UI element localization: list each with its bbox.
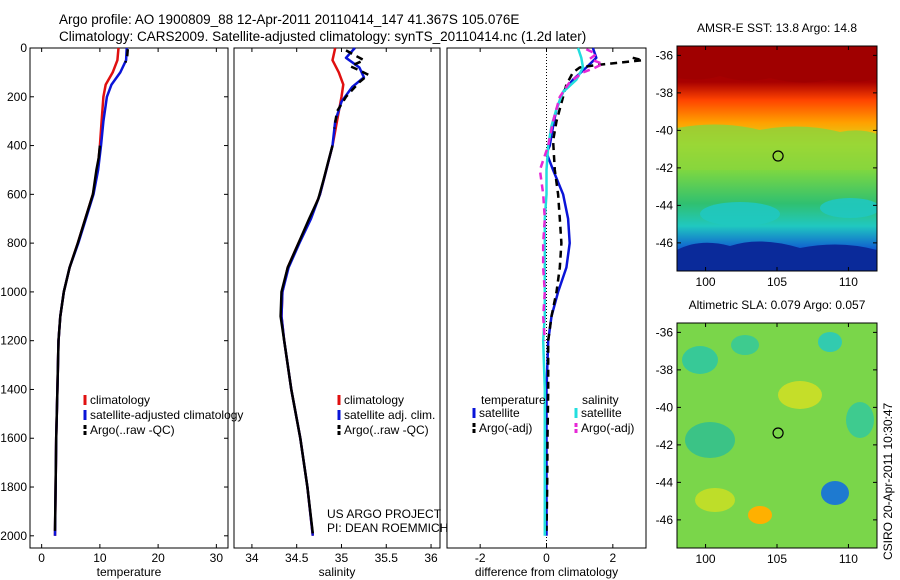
series-line-argo-raw-qc- — [333, 49, 370, 129]
legend-entry-label: Argo(..raw -QC) — [90, 423, 175, 437]
y-tick-label: -38 — [656, 86, 674, 100]
y-tick-label: -46 — [656, 513, 674, 527]
x-tick-label: 100 — [696, 275, 716, 289]
y-tick-label: -44 — [656, 475, 674, 489]
series-line-satellite-adjusted-climatology — [53, 47, 128, 536]
x-axis-label: temperature — [97, 565, 162, 579]
y-tick-label: 1000 — [0, 285, 27, 299]
x-tick-label: 20 — [151, 551, 165, 565]
argo-location-marker — [772, 427, 784, 439]
x-tick-label: 100 — [696, 552, 716, 566]
annotation-text: PI: DEAN ROEMMICH — [327, 521, 448, 535]
map-title: Altimetric SLA: 0.079 Argo: 0.057 — [689, 298, 866, 312]
legend-entry-label: climatology — [90, 393, 150, 407]
series-line-argo-adj- — [538, 48, 605, 341]
series-line-argo-adj- — [545, 56, 644, 531]
y-tick-label: 1600 — [0, 431, 27, 445]
y-tick-label: 0 — [20, 41, 27, 55]
y-tick-label: 800 — [7, 236, 27, 250]
legend-entry-label: satellite-adjusted climatology — [90, 408, 243, 422]
y-tick-label: 600 — [7, 187, 27, 201]
x-tick-label: 30 — [210, 551, 224, 565]
x-tick-label: 35 — [335, 551, 349, 565]
series-line-argo-raw-qc- — [124, 49, 130, 63]
x-axis-label: difference from climatology — [475, 565, 618, 579]
y-tick-label: 1200 — [0, 334, 27, 348]
x-tick-label: 110 — [839, 552, 858, 566]
x-axis-label: salinity — [319, 565, 356, 579]
y-tick-label: -44 — [656, 198, 674, 212]
y-tick-label: 1400 — [0, 382, 27, 396]
legend-entry-label: Argo(-adj) — [479, 421, 532, 435]
sla-map-panel: Altimetric SLA: 0.079 Argo: 0.057 100 105 1… — [656, 298, 878, 566]
y-tick-label: -42 — [656, 161, 674, 175]
figure-title-line-1: Argo profile: AO 1900809_88 12-Apr-2011 … — [59, 12, 520, 27]
y-tick-label: 1800 — [0, 480, 27, 494]
legend-entry-label: satellite adj. clim. — [344, 408, 435, 422]
y-tick-label: -40 — [656, 123, 674, 137]
y-tick-label: -38 — [656, 363, 674, 377]
salinity-panel: 34 34.5 35 35.5 36 salinity climatologysatelli… — [233, 47, 448, 579]
y-tick-label: 400 — [7, 139, 27, 153]
sst-heatmap-image — [677, 46, 877, 271]
x-tick-label: 0 — [38, 551, 45, 565]
y-tick-label: 2000 — [0, 529, 27, 543]
legend-entry-label: satellite — [479, 406, 520, 420]
x-tick-label: 105 — [767, 552, 787, 566]
sst-map-panel: AMSR-E SST: 13.8 Argo: 14.8 100 105 110 -36 -… — [656, 21, 878, 289]
y-tick-label: -46 — [656, 236, 674, 250]
x-tick-label: -2 — [475, 551, 486, 565]
y-tick-label: -42 — [656, 438, 674, 452]
footer-timestamp: CSIRO 20-Apr-2011 10:30:47 — [881, 402, 895, 560]
y-tick-label: -36 — [656, 48, 674, 62]
annotation-text: US ARGO PROJECT — [327, 507, 442, 521]
temperature-axes-frame — [29, 47, 229, 549]
argo-location-marker — [772, 150, 784, 162]
series-line-satellite — [541, 47, 585, 536]
legend-title-temperature: temperature — [481, 393, 546, 407]
y-tick-label: -40 — [656, 400, 674, 414]
legend-title-salinity: salinity — [582, 393, 619, 407]
legend-entry-label: Argo(..raw -QC) — [344, 423, 429, 437]
temperature-panel: 0 10 20 30 0 200 400 600 800 1000 1200 1400 1600 1800… — [0, 41, 243, 579]
series-line-argo-raw-qc- — [279, 145, 334, 534]
x-tick-label: 34 — [245, 551, 259, 565]
series-line-argo-raw-qc- — [53, 145, 102, 531]
y-tick-label: 200 — [7, 90, 27, 104]
y-tick-label: -36 — [656, 325, 674, 339]
salinity-axes-frame — [233, 47, 441, 549]
x-tick-label: 105 — [767, 275, 787, 289]
series-line-satellite-adj-clim- — [280, 47, 366, 536]
x-tick-label: 110 — [839, 275, 858, 289]
sla-heatmap-image — [677, 323, 877, 548]
x-tick-label: 34.5 — [285, 551, 309, 565]
x-tick-label: 36 — [424, 551, 438, 565]
figure-title-line-2: Climatology: CARS2009. Satellite-adjuste… — [59, 29, 587, 44]
x-tick-label: 35.5 — [375, 551, 399, 565]
x-tick-label: 10 — [93, 551, 107, 565]
x-tick-label: 2 — [609, 551, 616, 565]
map-title: AMSR-E SST: 13.8 Argo: 14.8 — [697, 21, 857, 35]
legend-entry-label: climatology — [344, 393, 404, 407]
x-tick-label: 0 — [543, 551, 550, 565]
legend-entry-label: satellite — [581, 406, 622, 420]
legend-entry-label: Argo(-adj) — [581, 421, 634, 435]
